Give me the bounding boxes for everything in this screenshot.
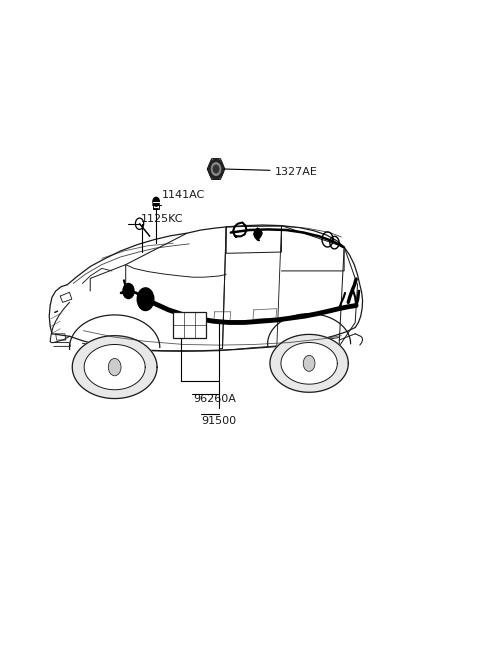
Polygon shape (84, 345, 145, 390)
Circle shape (123, 284, 134, 299)
Circle shape (108, 358, 121, 376)
Circle shape (137, 288, 154, 310)
Text: 96260A: 96260A (193, 394, 236, 404)
Text: 1327AE: 1327AE (275, 166, 317, 177)
Polygon shape (72, 335, 157, 398)
Text: 1141AC: 1141AC (162, 191, 205, 200)
Polygon shape (254, 228, 262, 241)
Text: 91500: 91500 (201, 415, 236, 426)
Circle shape (211, 162, 221, 176)
Circle shape (303, 355, 315, 371)
Circle shape (153, 197, 159, 206)
Text: 1125KC: 1125KC (141, 214, 183, 225)
Circle shape (213, 165, 219, 173)
Circle shape (209, 159, 223, 179)
Bar (173, 312, 206, 338)
Polygon shape (270, 335, 348, 392)
Polygon shape (281, 343, 337, 384)
